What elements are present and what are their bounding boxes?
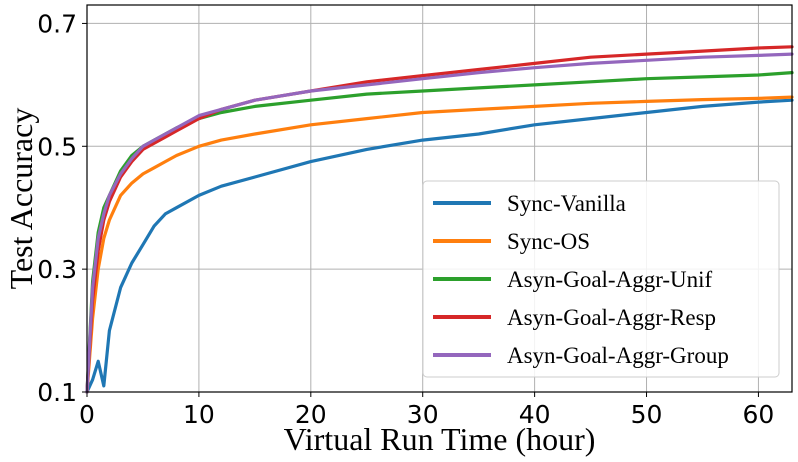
y-tick-label: 0.1 — [37, 378, 77, 407]
y-tick-label: 0.3 — [37, 255, 77, 284]
x-tick-label: 20 — [295, 400, 327, 429]
legend-label-sync-vanilla: Sync-Vanilla — [507, 191, 626, 216]
legend-box — [422, 180, 780, 378]
x-tick-label: 30 — [407, 400, 439, 429]
y-axis-title: Test Accuracy — [3, 108, 39, 290]
x-tick-label: 60 — [743, 400, 775, 429]
x-axis-ticks: 0 10 20 30 40 50 60 — [79, 392, 774, 429]
series-line-asyn-goal-aggr-group — [85, 52, 794, 394]
legend: Sync-Vanilla Sync-OS Asyn-Goal-Aggr-Unif As… — [422, 180, 780, 378]
series-line-sync-vanilla — [85, 98, 794, 394]
x-tick-label: 10 — [183, 400, 215, 429]
legend-label-asyn-goal-aggr-unif: Asyn-Goal-Aggr-Unif — [507, 267, 713, 292]
plot-frame — [86, 4, 793, 393]
x-tick-label: 40 — [519, 400, 551, 429]
x-axis-title: Virtual Run Time (hour) — [284, 421, 596, 457]
x-tick-label: 50 — [631, 400, 663, 429]
series-layer — [85, 45, 794, 394]
legend-label-asyn-goal-aggr-group: Asyn-Goal-Aggr-Group — [507, 343, 729, 368]
y-tick-label: 0.5 — [37, 132, 77, 161]
x-tick-label: 0 — [79, 400, 95, 429]
y-tick-label: 0.7 — [37, 9, 77, 38]
series-line-sync-os — [85, 95, 794, 394]
y-axis-ticks: 0.1 0.3 0.5 0.7 — [37, 9, 87, 407]
legend-label-sync-os: Sync-OS — [507, 229, 590, 254]
legend-label-asyn-goal-aggr-resp: Asyn-Goal-Aggr-Resp — [507, 305, 716, 330]
